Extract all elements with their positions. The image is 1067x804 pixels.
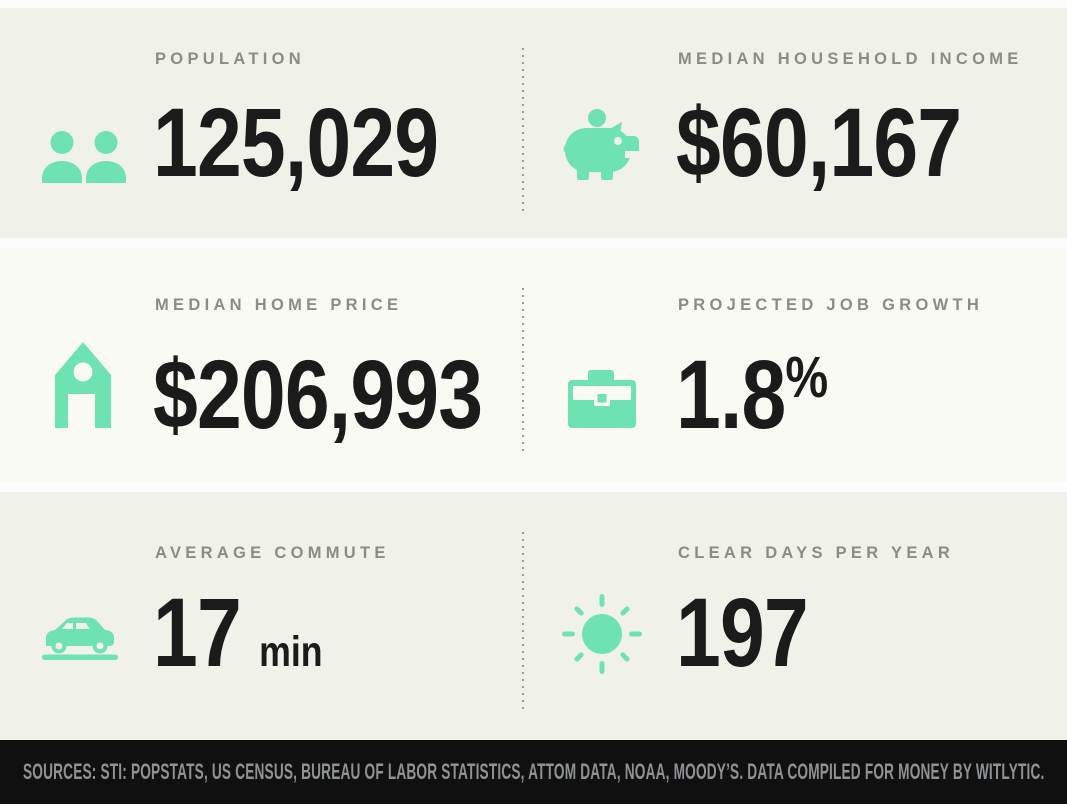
home-price-label: MEDIAN HOME PRICE <box>155 296 403 314</box>
job-growth-number: 1.8 <box>676 340 786 449</box>
clear-days-label: CLEAR DAYS PER YEAR <box>678 544 955 562</box>
population-label: POPULATION <box>155 50 305 68</box>
job-growth-label: PROJECTED JOB GROWTH <box>678 296 984 314</box>
stats-row-2: MEDIAN HOME PRICE $206,993 PROJECTED JOB… <box>0 248 1067 482</box>
stat-card-population: POPULATION 125,029 <box>0 8 523 238</box>
clear-days-value: 197 <box>676 578 809 687</box>
dotted-divider <box>522 288 524 456</box>
job-growth-percent-sign: % <box>785 345 829 410</box>
population-number: 125,029 <box>153 88 439 197</box>
commute-label: AVERAGE COMMUTE <box>155 544 390 562</box>
car-icon <box>42 613 118 660</box>
income-value: $60,167 <box>676 88 962 197</box>
sun-icon <box>562 594 642 674</box>
sources-text: SOURCES: STI: POPSTATS, US CENSUS, BUREA… <box>22 759 1045 784</box>
income-label: MEDIAN HOUSEHOLD INCOME <box>678 50 1023 68</box>
piggy-bank-icon <box>563 109 647 181</box>
clear-days-number: 197 <box>676 578 809 687</box>
stat-card-average-commute: AVERAGE COMMUTE 17 min <box>0 492 523 740</box>
stats-row-3: AVERAGE COMMUTE 17 min CLEAR DAYS PER <box>0 492 1067 740</box>
job-growth-value: 1.8% <box>676 346 828 443</box>
stat-card-clear-days-per-year: CLEAR DAYS PER YEAR 197 <box>523 492 1067 740</box>
commute-value: 17 min <box>153 584 323 681</box>
commute-unit: min <box>259 628 323 676</box>
stats-row-1: POPULATION 125,029 MEDIAN HOUSEHOLD INCO… <box>0 8 1067 238</box>
stat-card-median-home-price: MEDIAN HOME PRICE $206,993 <box>0 248 523 482</box>
sources-footer: SOURCES: STI: POPSTATS, US CENSUS, BUREA… <box>0 740 1067 804</box>
income-number: $60,167 <box>676 88 962 197</box>
dotted-divider <box>522 532 524 714</box>
home-price-value: $206,993 <box>153 340 483 449</box>
commute-number: 17 <box>153 578 242 687</box>
dotted-divider <box>522 48 524 212</box>
briefcase-icon <box>568 370 636 428</box>
population-value: 125,029 <box>153 88 439 197</box>
house-icon <box>55 342 111 428</box>
stat-card-median-household-income: MEDIAN HOUSEHOLD INCOME $60,167 <box>523 8 1067 238</box>
home-price-number: $206,993 <box>153 340 483 449</box>
stat-card-projected-job-growth: PROJECTED JOB GROWTH 1.8% <box>523 248 1067 482</box>
people-icon <box>42 130 127 183</box>
